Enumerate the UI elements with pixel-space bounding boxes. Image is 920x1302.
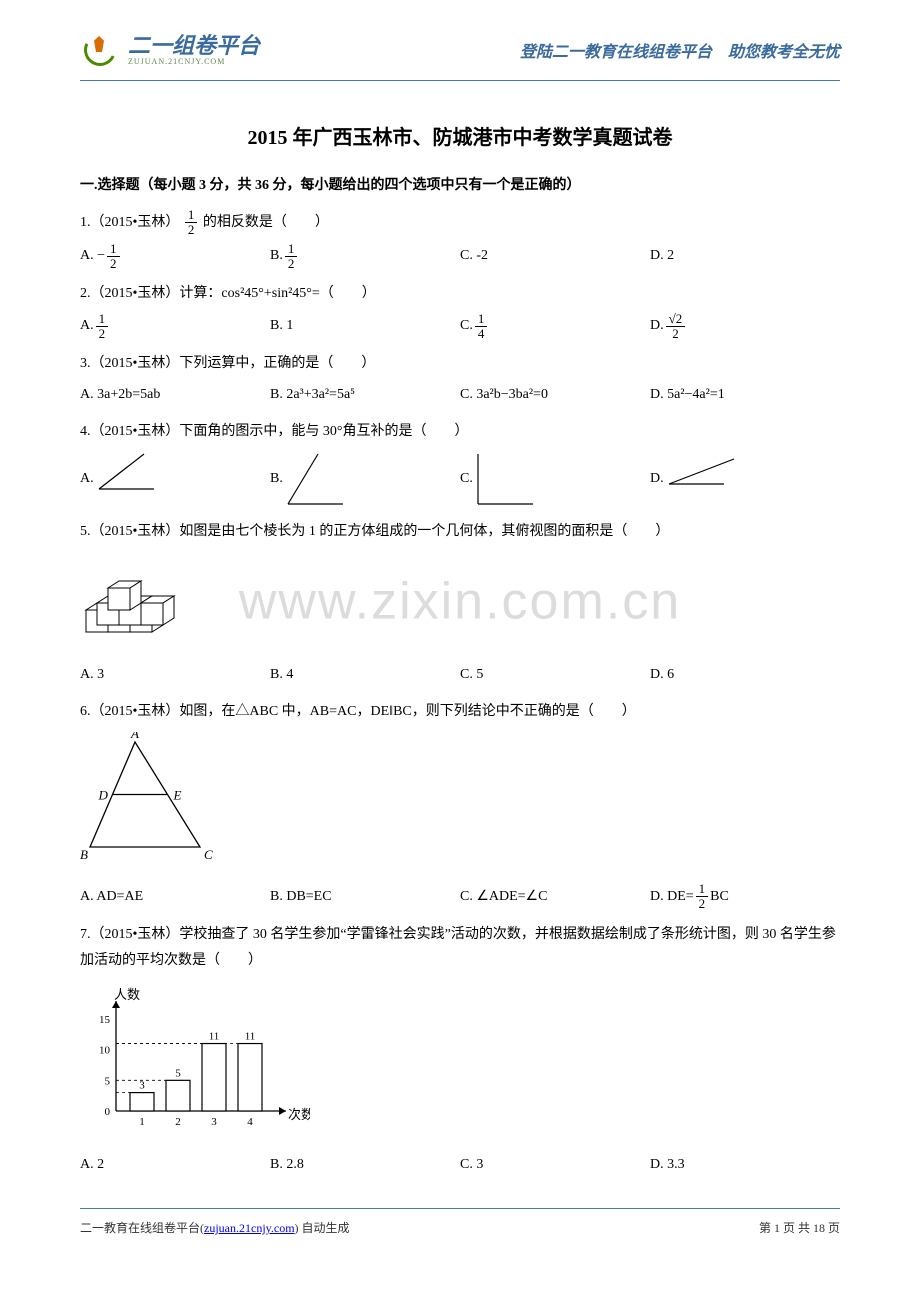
q1-stem-a: 1.（2015•玉林） <box>80 215 179 230</box>
angle-icon-d <box>664 449 744 509</box>
q5-optD: D. 6 <box>650 662 840 689</box>
q6-optC: C. ∠ADE=∠C <box>460 884 650 911</box>
q4-optD: D. <box>650 449 840 509</box>
footer-left: 二一教育在线组卷平台(zujuan.21cnjy.com) 自动生成 <box>80 1219 350 1236</box>
header: 二一组卷平台 ZUJUAN.21CNJY.COM 登陆二一教育在线组卷平台 助您… <box>80 30 840 70</box>
question-6: 6.（2015•玉林）如图，在△ABC 中，AB=AC，DE‖BC，则下列结论中… <box>80 699 840 912</box>
section-heading: 一.选择题（每小题 3 分，共 36 分，每小题给出的四个选项中只有一个是正确的… <box>80 174 840 194</box>
q7-optA: A. 2 <box>80 1152 270 1179</box>
q1-optD: D. 2 <box>650 243 840 270</box>
q7-stem: 7.（2015•玉林）学校抽查了 30 名学生参加“学雷锋社会实践”活动的次数，… <box>80 927 836 969</box>
question-4: 4.（2015•玉林）下面角的图示中，能与 30°角互补的是（ ） A. B. … <box>80 419 840 510</box>
question-2: 2.（2015•玉林）计算：cos²45°+sin²45°=（ ） A. 12 … <box>80 281 840 341</box>
footer: 二一教育在线组卷平台(zujuan.21cnjy.com) 自动生成 第 1 页… <box>80 1219 840 1236</box>
cubes-figure <box>80 552 190 642</box>
q2-stem: 2.（2015•玉林）计算：cos²45°+sin²45°=（ ） <box>80 286 376 301</box>
q2-optB: B. 1 <box>270 313 460 340</box>
svg-text:11: 11 <box>209 1030 220 1042</box>
q2-optC: C. 14 <box>460 312 650 342</box>
svg-text:10: 10 <box>99 1045 111 1057</box>
frac-1-2: 12 <box>185 208 198 238</box>
logo: 二一组卷平台 ZUJUAN.21CNJY.COM <box>80 30 260 70</box>
logo-text: 二一组卷平台 <box>128 35 260 57</box>
q7-optB: B. 2.8 <box>270 1152 460 1179</box>
svg-text:2: 2 <box>175 1116 181 1128</box>
svg-text:人数: 人数 <box>114 987 140 1002</box>
q1-stem-b: 的相反数是（ ） <box>203 215 329 230</box>
q5-stem: 5.（2015•玉林）如图是由七个棱长为 1 的正方体组成的一个几何体，其俯视图… <box>80 524 669 539</box>
q1-optC: C. -2 <box>460 243 650 270</box>
q4-stem: 4.（2015•玉林）下面角的图示中，能与 30°角互补的是（ ） <box>80 424 469 439</box>
question-3: 3.（2015•玉林）下列运算中，正确的是（ ） A. 3a+2b=5ab B.… <box>80 351 840 408</box>
q6-optA: A. AD=AE <box>80 884 270 911</box>
svg-text:次数: 次数 <box>288 1107 310 1122</box>
header-right: 登陆二一教育在线组卷平台 助您教考全无忧 <box>520 38 840 62</box>
svg-text:0: 0 <box>105 1106 111 1118</box>
q6-stem: 6.（2015•玉林）如图，在△ABC 中，AB=AC，DE‖BC，则下列结论中… <box>80 704 636 719</box>
header-rule <box>80 80 840 81</box>
svg-text:5: 5 <box>105 1075 111 1087</box>
watermark: www.zixin.com.cn <box>239 553 681 652</box>
q5-optB: B. 4 <box>270 662 460 689</box>
svg-text:15: 15 <box>99 1014 111 1026</box>
q5-optC: C. 5 <box>460 662 650 689</box>
svg-text:4: 4 <box>247 1116 253 1128</box>
svg-text:3: 3 <box>211 1116 217 1128</box>
q2-optA: A. 12 <box>80 312 270 342</box>
angle-icon-c <box>473 449 553 509</box>
q3-optD: D. 5a²−4a²=1 <box>650 382 840 409</box>
svg-text:5: 5 <box>175 1067 181 1079</box>
q5-optA: A. 3 <box>80 662 270 689</box>
question-7: 7.（2015•玉林）学校抽查了 30 名学生参加“学雷锋社会实践”活动的次数，… <box>80 922 840 1178</box>
svg-text:D: D <box>98 787 109 802</box>
q3-optC: C. 3a²b−3ba²=0 <box>460 382 650 409</box>
question-5: 5.（2015•玉林）如图是由七个棱长为 1 的正方体组成的一个几何体，其俯视图… <box>80 519 840 689</box>
svg-text:1: 1 <box>139 1116 145 1128</box>
svg-text:3: 3 <box>139 1080 145 1092</box>
logo-icon <box>80 30 120 70</box>
angle-icon-b <box>283 449 363 509</box>
q4-optA: A. <box>80 449 270 509</box>
page-title: 2015 年广西玉林市、防城港市中考数学真题试卷 <box>80 121 840 150</box>
q4-optC: C. <box>460 449 650 509</box>
q6-optB: B. DB=EC <box>270 884 460 911</box>
svg-text:C: C <box>204 847 213 862</box>
q3-optB: B. 2a³+3a²=5a⁵ <box>270 382 460 409</box>
svg-text:E: E <box>173 787 182 802</box>
q2-optD: D. √22 <box>650 312 840 342</box>
q7-optC: C. 3 <box>460 1152 650 1179</box>
question-1: 1.（2015•玉林） 12 的相反数是（ ） A. − 12 B. 12 C.… <box>80 208 840 271</box>
q3-stem: 3.（2015•玉林）下列运算中，正确的是（ ） <box>80 356 375 371</box>
angle-icon-a <box>94 449 174 509</box>
footer-rule <box>80 1208 840 1209</box>
q3-optA: A. 3a+2b=5ab <box>80 382 270 409</box>
footer-link[interactable]: zujuan.21cnjy.com <box>204 1221 295 1235</box>
page: 二一组卷平台 ZUJUAN.21CNJY.COM 登陆二一教育在线组卷平台 助您… <box>0 0 920 1266</box>
svg-text:11: 11 <box>245 1030 256 1042</box>
triangle-figure: A B C D E <box>80 732 220 862</box>
q1-optA: A. − 12 <box>80 242 270 272</box>
logo-subtext: ZUJUAN.21CNJY.COM <box>128 57 260 66</box>
svg-text:B: B <box>80 847 88 862</box>
q1-optB: B. 12 <box>270 242 460 272</box>
footer-right: 第 1 页 共 18 页 <box>759 1219 840 1236</box>
bar-chart: 0510153152113114人数次数 <box>80 981 310 1131</box>
q7-optD: D. 3.3 <box>650 1152 840 1179</box>
svg-text:A: A <box>130 732 139 741</box>
q4-optB: B. <box>270 449 460 509</box>
q6-optD: D. DE= 12 BC <box>650 882 840 912</box>
